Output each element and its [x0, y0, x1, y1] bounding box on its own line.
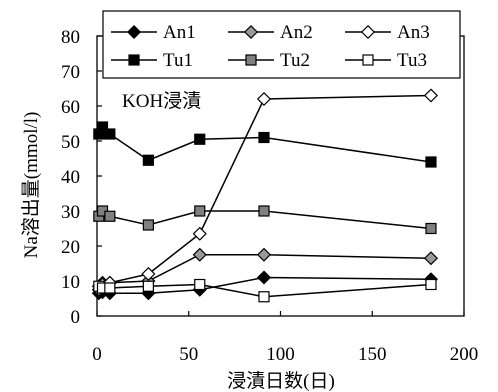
data-point-tu3 [104, 282, 116, 294]
data-point-tu2 [194, 205, 206, 217]
legend-label: Tu3 [397, 50, 427, 71]
series-tu1 [93, 121, 437, 168]
data-point-tu2 [425, 222, 437, 235]
legend-label: An1 [163, 22, 196, 43]
data-point-an3 [423, 88, 439, 103]
data-point-an3 [256, 91, 272, 107]
x-axis: 0 50 100 150 200 [92, 311, 478, 365]
legend-item-tu2: Tu2 [228, 50, 310, 71]
y-tick-label: 0 [71, 307, 81, 328]
legend-item-tu3: Tu3 [345, 50, 427, 71]
data-point-tu3 [258, 291, 270, 303]
data-point-an3 [192, 226, 207, 241]
data-point-tu3 [142, 280, 154, 292]
legend-marker [362, 54, 374, 66]
data-point-an3 [141, 266, 156, 282]
legend-item-an2: An2 [228, 22, 313, 43]
x-axis-title: 浸漬日数(日) [227, 370, 335, 392]
series-an3 [91, 88, 439, 294]
legend-marker [126, 24, 142, 40]
y-axis: 0 10 20 30 40 50 60 70 80 [61, 27, 102, 328]
data-point-tu2 [142, 219, 154, 231]
x-tick-label: 100 [266, 344, 295, 365]
y-tick-label: 60 [61, 97, 80, 118]
legend-marker [360, 24, 376, 40]
y-tick-label: 30 [61, 202, 80, 223]
data-point-tu2 [258, 205, 270, 217]
data-point-tu1 [194, 133, 206, 145]
legend-marker [128, 54, 140, 66]
data-point-tu1 [142, 154, 154, 166]
legend-label: Tu2 [280, 50, 310, 71]
y-tick-label: 70 [61, 62, 80, 83]
legend-item-an1: An1 [111, 22, 196, 43]
y-tick-label: 40 [61, 167, 80, 188]
data-point-tu1 [96, 121, 109, 133]
data-point-tu1 [425, 156, 437, 168]
data-point-tu3 [425, 278, 437, 291]
series-tu2 [93, 205, 437, 235]
legend-box [102, 10, 461, 79]
legend-label: An2 [280, 22, 313, 43]
series-tu3 [93, 278, 437, 303]
x-tick-label: 0 [92, 344, 102, 365]
x-tick-label: 50 [179, 344, 198, 365]
y-axis-title: Na溶出量(mmol/l) [20, 112, 42, 259]
y-tick-label: 50 [61, 132, 80, 153]
x-tick-label: 150 [358, 344, 387, 365]
y-tick-label: 10 [61, 272, 80, 293]
data-point-an2 [256, 247, 272, 262]
annotation-koh: KOH浸漬 [122, 90, 201, 112]
legend-marker [243, 24, 259, 40]
legend-item-tu1: Tu1 [111, 50, 193, 71]
y-tick-label: 20 [61, 237, 80, 258]
data-point-tu3 [194, 278, 206, 291]
series-layer [91, 88, 439, 303]
legend-label: An3 [397, 22, 430, 43]
data-point-an2 [192, 247, 207, 262]
y-tick-label: 80 [61, 27, 80, 48]
legend-marker [245, 54, 257, 66]
x-tick-label: 200 [450, 344, 479, 365]
legend-label: Tu1 [163, 50, 193, 71]
data-point-tu1 [104, 128, 116, 140]
legend-item-an3: An3 [345, 22, 430, 43]
legend: An1 An2 An3 Tu1 Tu2 Tu3 [102, 10, 461, 79]
data-point-tu1 [258, 131, 270, 144]
data-point-tu2 [104, 210, 116, 222]
data-point-an2 [423, 251, 439, 266]
data-point-an1 [256, 270, 272, 285]
